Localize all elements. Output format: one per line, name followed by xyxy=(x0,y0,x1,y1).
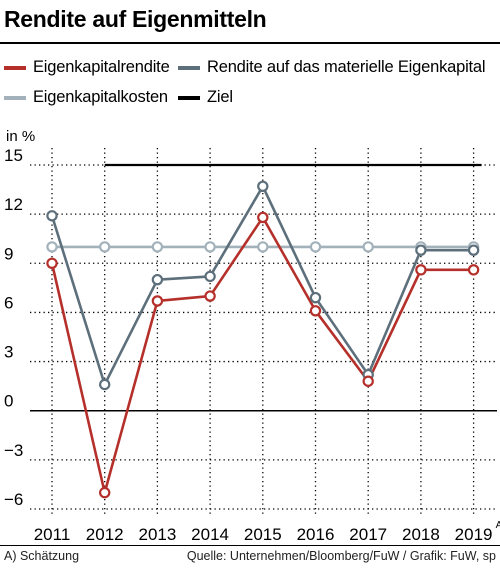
legend-label: Eigenkapitalrendite xyxy=(33,58,170,76)
y-axis-unit: in % xyxy=(6,128,36,145)
legend-item-eigenkapitalkosten: Eigenkapitalkosten xyxy=(4,88,168,107)
data-point xyxy=(46,241,58,253)
legend-item-materielle-rendite: Rendite auf das materielle Eigenkapital xyxy=(178,58,486,77)
data-point xyxy=(98,378,111,391)
data-point xyxy=(415,244,427,256)
data-point xyxy=(151,241,164,253)
data-point xyxy=(204,270,216,283)
data-point xyxy=(204,290,216,302)
x-tick-label: 2015 xyxy=(244,525,282,544)
footer-rule xyxy=(0,545,500,546)
x-tick-label: 2014 xyxy=(191,525,229,544)
legend-item-ziel: Ziel xyxy=(178,88,233,107)
x-tick-label: 2013 xyxy=(138,525,176,544)
data-point xyxy=(362,241,374,253)
y-tick-label: −6 xyxy=(4,490,23,509)
data-point xyxy=(309,291,322,304)
y-tick-label: 9 xyxy=(4,244,13,263)
legend-item-eigenkapitalrendite: Eigenkapitalrendite xyxy=(4,58,170,77)
y-tick-label: 3 xyxy=(4,343,13,362)
data-point xyxy=(362,375,374,387)
data-point xyxy=(467,244,480,256)
data-point xyxy=(467,264,480,276)
x-tick-superscript: A xyxy=(496,520,500,531)
x-tick-label: 2016 xyxy=(297,525,335,544)
x-tick-label: 2018 xyxy=(402,525,440,544)
legend-label: Ziel xyxy=(207,88,233,106)
source-credit: Quelle: Unternehmen/Bloomberg/FuW / Graf… xyxy=(186,549,496,563)
y-tick-label: −3 xyxy=(4,441,23,460)
legend-label: Rendite auf das materielle Eigenkapital xyxy=(207,58,486,76)
data-point xyxy=(98,241,111,253)
data-point xyxy=(257,180,269,192)
data-point xyxy=(46,257,58,269)
footnote: A) Schätzung xyxy=(4,549,80,563)
data-point xyxy=(151,273,164,286)
data-point xyxy=(309,305,322,317)
data-point xyxy=(415,264,427,276)
legend-swatch xyxy=(4,65,26,70)
y-tick-label: 6 xyxy=(4,293,13,312)
data-point xyxy=(151,295,164,307)
legend-swatch xyxy=(178,95,200,100)
y-tick-label: 15 xyxy=(4,146,23,165)
data-point xyxy=(257,241,269,253)
data-point xyxy=(98,486,111,499)
y-tick-label: 12 xyxy=(4,195,23,214)
title-rule xyxy=(0,42,500,44)
data-point xyxy=(46,210,58,222)
data-point xyxy=(309,241,322,253)
legend: Eigenkapitalrendite Rendite auf das mate… xyxy=(0,50,500,116)
legend-swatch xyxy=(178,65,200,70)
chart-title: Rendite auf Eigenmitteln xyxy=(4,6,267,32)
data-point xyxy=(257,211,269,224)
x-tick-label: 2011 xyxy=(34,525,71,544)
legend-label: Eigenkapitalkosten xyxy=(33,88,168,106)
x-tick-label: 2017 xyxy=(349,525,387,544)
x-tick-label: 2019 xyxy=(455,525,493,544)
x-tick-label: 2012 xyxy=(86,525,124,544)
y-tick-label: 0 xyxy=(4,392,13,411)
data-point xyxy=(204,241,216,253)
legend-swatch xyxy=(4,95,26,100)
